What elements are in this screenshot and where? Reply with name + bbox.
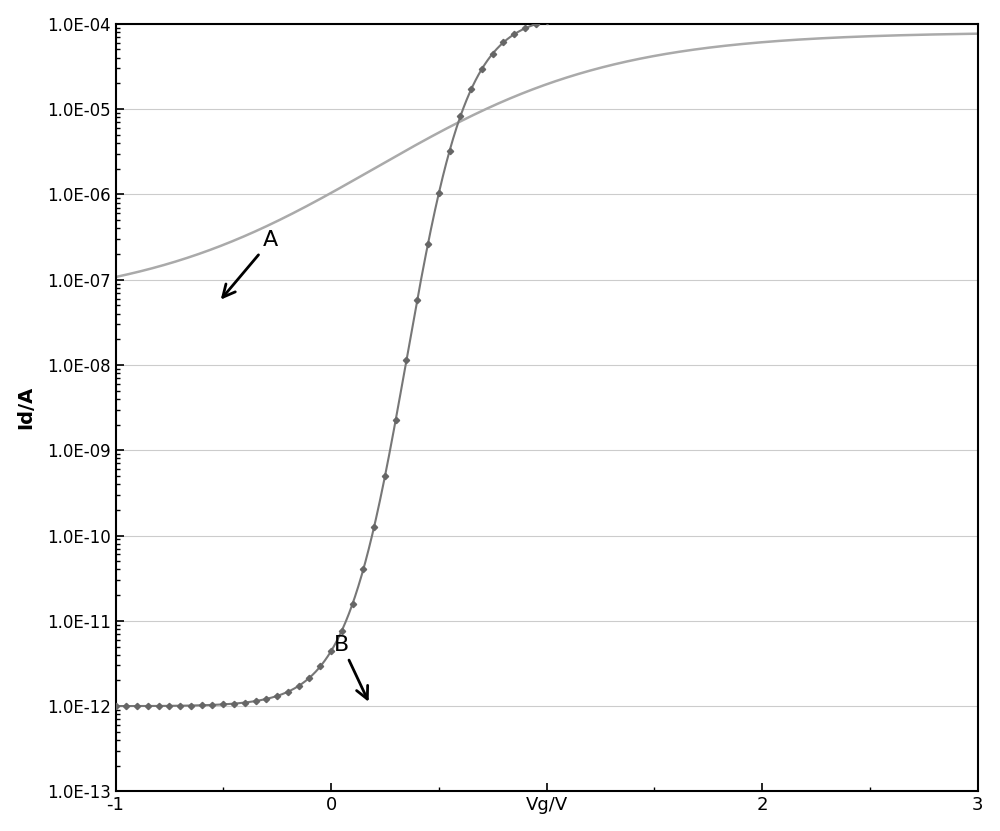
Y-axis label: Id/A: Id/A [17,386,36,429]
Text: A: A [223,230,278,297]
Text: B: B [334,635,368,699]
